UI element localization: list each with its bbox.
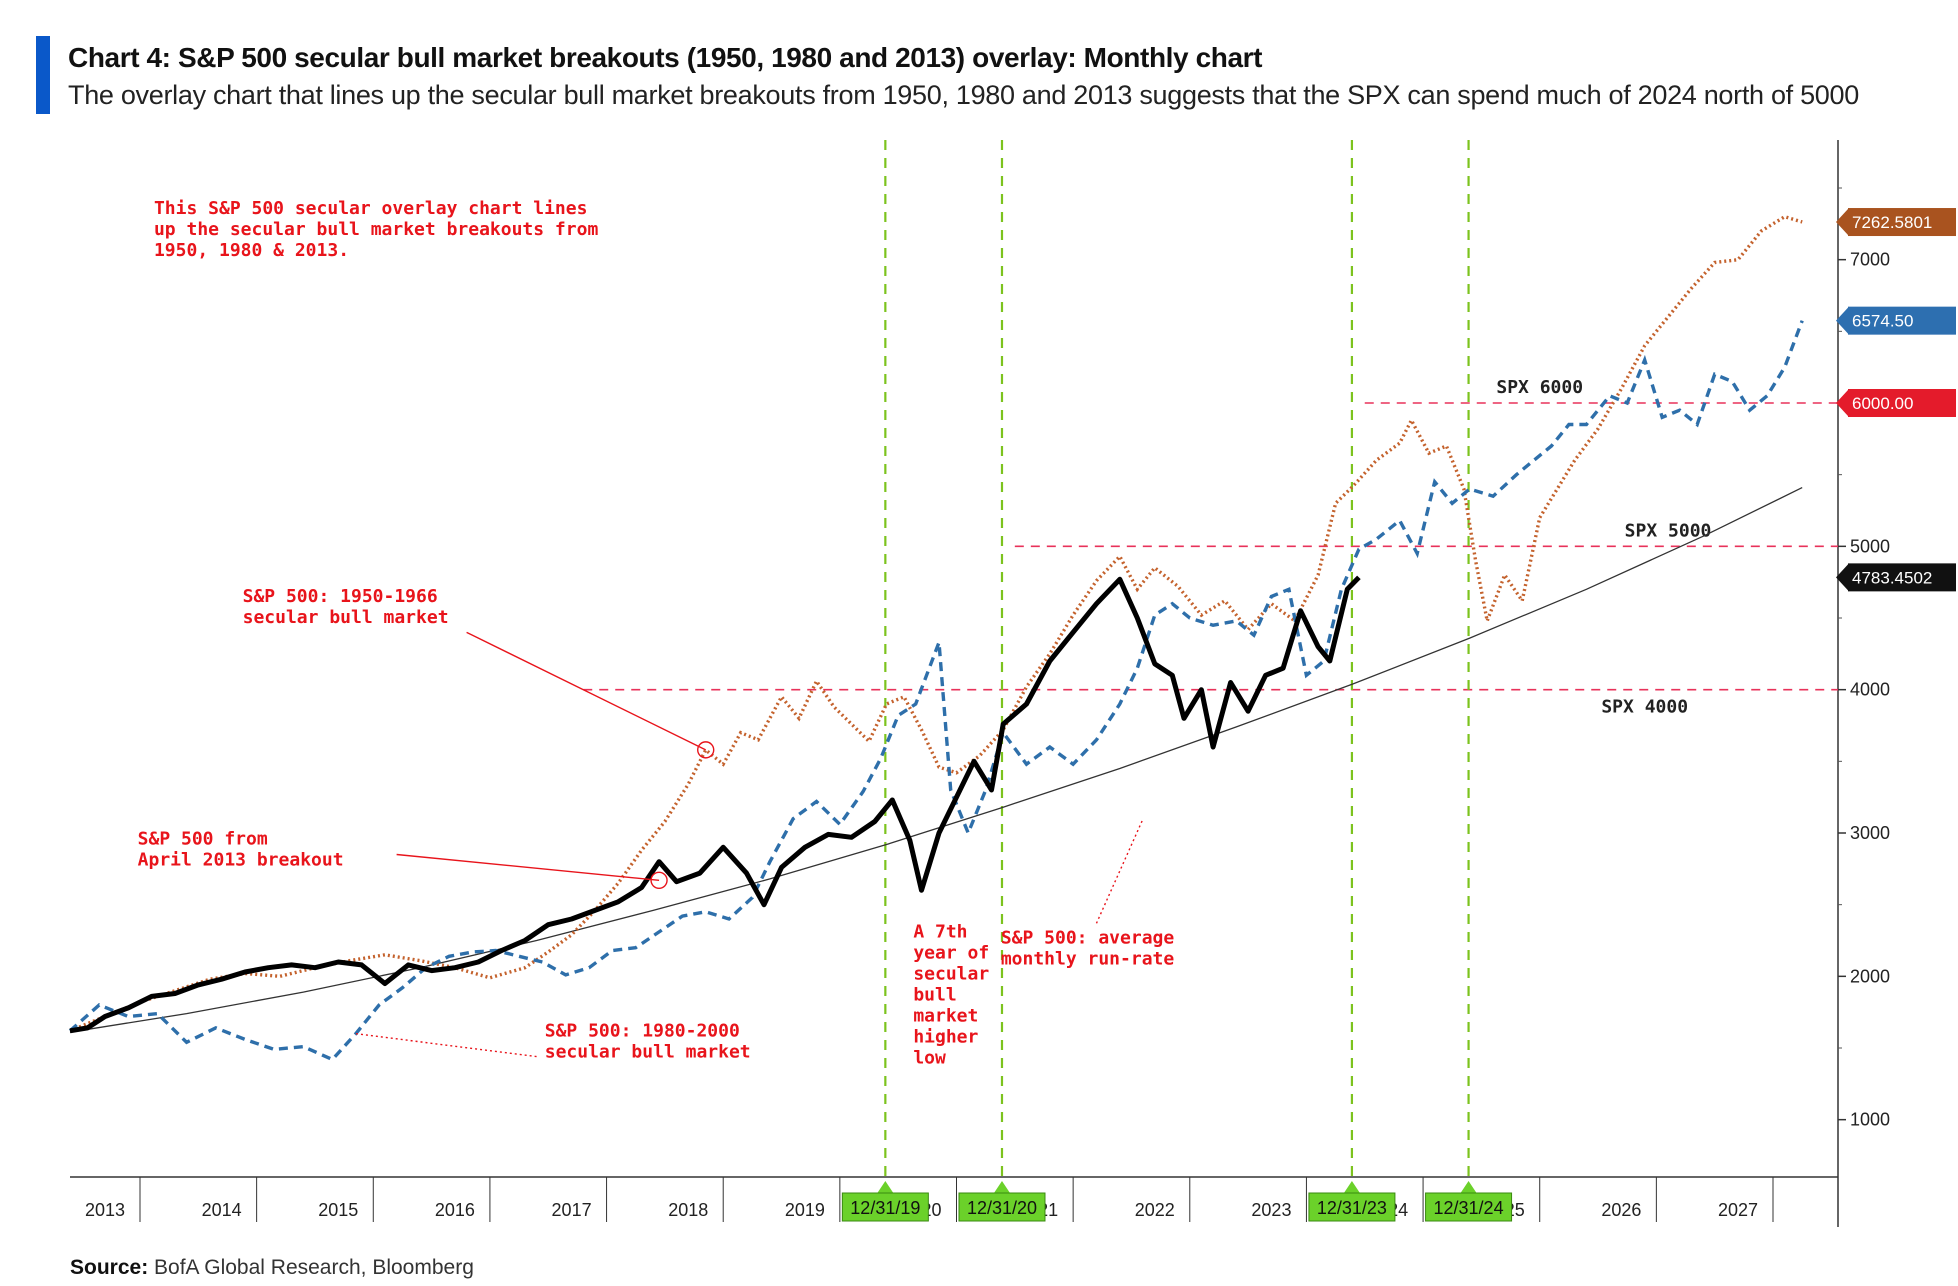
annotation-line: S&P 500 from — [138, 828, 268, 849]
annotation-line: A 7th — [913, 922, 967, 943]
annotation-text: S&P 500: 1950-1966 secular bull market — [243, 586, 449, 628]
value-tag-label: 4783.4502 — [1852, 568, 1932, 587]
x-tick-label: 2023 — [1251, 1200, 1291, 1220]
value-tag-label: 6000.00 — [1852, 394, 1913, 413]
y-tick-label: 3000 — [1850, 823, 1890, 843]
annotation-line: higher — [913, 1027, 978, 1048]
annotation-line: secular bull market — [243, 607, 449, 628]
x-tick-label: 2019 — [785, 1200, 825, 1220]
value-tag-label: 7262.5801 — [1852, 213, 1932, 232]
date-tag — [841, 1192, 929, 1222]
annotation-text: This S&P 500 secular overlay chart lines… — [154, 198, 598, 261]
source-text: BofA Global Research, Bloomberg — [154, 1256, 474, 1279]
x-tick-label: 2018 — [668, 1200, 708, 1220]
reference-line-label: SPX 6000 — [1496, 377, 1583, 398]
reference-line-label: SPX 4000 — [1601, 697, 1688, 718]
date-tag-pointer — [993, 1181, 1010, 1193]
annotation-text: S&P 500 from April 2013 breakout — [138, 828, 344, 870]
annotation-line: secular — [913, 964, 989, 985]
value-tag — [1848, 208, 1956, 237]
value-tag — [1848, 563, 1956, 592]
annotation-pointer — [396, 853, 660, 881]
date-tag-pointer — [877, 1181, 894, 1193]
annotation-line: S&P 500: 1950-1966 — [243, 586, 438, 607]
value-tag-label: 6574.50 — [1852, 312, 1913, 331]
title-accent-bar — [36, 36, 50, 114]
annotation-line: This S&P 500 secular overlay chart lines — [154, 198, 587, 219]
annotation-circle — [697, 741, 715, 759]
x-tick-label: 2022 — [1135, 1200, 1175, 1220]
reference-line-label: SPX 5000 — [1625, 520, 1712, 541]
annotation-line: April 2013 breakout — [138, 849, 344, 870]
chart-area: 1000 2000 3000 4000 5000 7000 2013 2014 2015 2016… — [68, 140, 1956, 1227]
y-tick-label: 4000 — [1850, 680, 1890, 700]
annotation-pointer — [1095, 818, 1144, 924]
series-1980-line — [68, 320, 1804, 1062]
annotation-circle — [650, 871, 668, 889]
annotation-line: bull — [913, 985, 956, 1006]
annotation-line: 1950, 1980 & 2013. — [154, 240, 349, 261]
source-note: Source: BofA Global Research, Bloomberg — [70, 1256, 474, 1280]
value-tag-pointer — [1836, 307, 1848, 334]
value-tag — [1848, 306, 1956, 335]
value-tag-pointer — [1836, 390, 1848, 416]
annotation-line: S&P 500: average — [1001, 927, 1175, 948]
date-tag — [958, 1192, 1046, 1222]
annotation-line: secular bull market — [545, 1042, 751, 1063]
x-tick-label: 2016 — [435, 1200, 475, 1220]
chart-title: Chart 4: S&P 500 secular bull market bre… — [68, 42, 1263, 73]
date-tag-label: 12/31/24 — [1434, 1198, 1504, 1218]
y-tick-label: 1000 — [1850, 1110, 1890, 1130]
date-tag — [1308, 1192, 1396, 1222]
annotation-line: market — [913, 1006, 978, 1027]
date-tag-label: 12/31/23 — [1317, 1198, 1387, 1218]
annotation-text: S&P 500: 1980-2000 secular bull market — [545, 1021, 751, 1063]
annotation-line: S&P 500: 1980-2000 — [545, 1021, 740, 1042]
date-tag — [1425, 1192, 1513, 1222]
value-tag — [1848, 389, 1956, 417]
x-tick-label: 2017 — [552, 1200, 592, 1220]
annotation-text: A 7th year of secular bull market higher low — [913, 922, 989, 1069]
value-tag-pointer — [1836, 564, 1848, 591]
x-tick-label: 2014 — [202, 1200, 242, 1220]
annotation-line: up the secular bull market breakouts fro… — [154, 219, 598, 240]
x-tick-label: 2027 — [1718, 1200, 1758, 1220]
date-tag-pointer — [1343, 1181, 1360, 1193]
annotation-line: year of — [913, 943, 989, 964]
x-tick-label: 2015 — [318, 1200, 358, 1220]
y-tick-label: 5000 — [1850, 536, 1890, 556]
x-tick-label: 2013 — [85, 1200, 125, 1220]
annotation-pointer — [355, 1032, 537, 1058]
annotation-pointer — [466, 631, 707, 751]
annotation-text: S&P 500: average monthly run-rate — [1001, 927, 1175, 969]
date-tag-pointer — [1460, 1181, 1477, 1193]
annotation-line: monthly run-rate — [1001, 948, 1175, 969]
y-tick-label: 2000 — [1850, 966, 1890, 986]
y-tick-label: 7000 — [1850, 250, 1890, 270]
date-tag-label: 12/31/19 — [850, 1198, 920, 1218]
chart-subtitle: The overlay chart that lines up the secu… — [68, 80, 1859, 110]
source-label: Source: — [70, 1256, 149, 1279]
annotation-line: low — [913, 1048, 946, 1069]
x-tick-label: 2026 — [1601, 1200, 1641, 1220]
value-tag-pointer — [1836, 209, 1848, 236]
date-tag-label: 12/31/20 — [967, 1198, 1037, 1218]
series-2013-line — [69, 575, 1361, 1034]
